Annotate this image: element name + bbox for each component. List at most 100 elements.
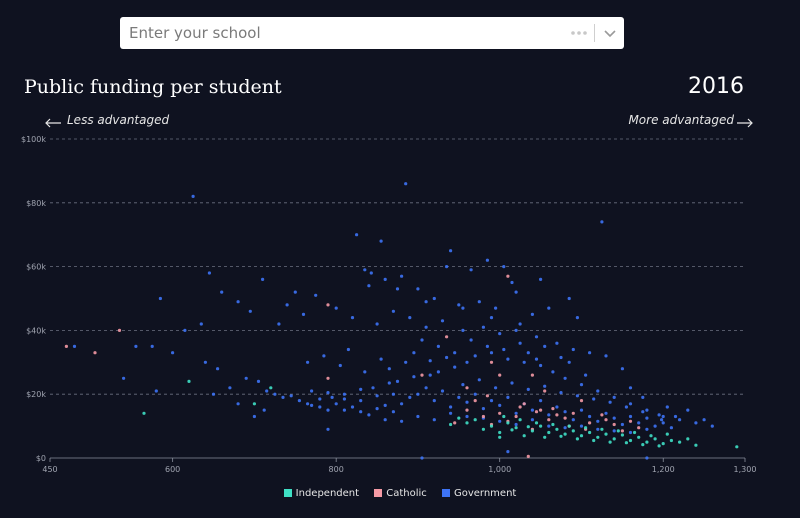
point-government[interactable] [661,414,665,419]
point-government[interactable] [612,429,616,433]
point-government[interactable] [612,416,616,420]
point-catholic[interactable] [481,414,485,419]
point-government[interactable] [400,402,404,406]
point-independent[interactable] [481,427,485,431]
point-catholic[interactable] [579,399,584,403]
point-government[interactable] [592,397,596,401]
point-government[interactable] [502,265,506,269]
school-search[interactable] [120,17,624,49]
point-government[interactable] [673,414,678,419]
search-input[interactable] [120,17,560,49]
point-catholic[interactable] [117,328,122,332]
point-catholic[interactable] [534,410,539,414]
point-government[interactable] [203,360,207,364]
point-government[interactable] [485,258,489,262]
point-government[interactable] [220,290,224,294]
point-government[interactable] [555,341,559,345]
point-independent[interactable] [539,424,543,428]
point-government[interactable] [449,411,453,415]
point-independent[interactable] [543,435,547,439]
point-government[interactable] [445,265,449,269]
point-government[interactable] [416,414,420,419]
point-independent[interactable] [526,425,530,429]
point-government[interactable] [387,381,391,385]
point-government[interactable] [575,394,580,398]
point-independent[interactable] [637,435,641,439]
point-government[interactable] [481,325,485,329]
point-government[interactable] [236,300,240,304]
point-government[interactable] [567,360,571,364]
point-government[interactable] [207,271,211,275]
point-government[interactable] [383,418,387,422]
point-government[interactable] [457,303,461,307]
point-government[interactable] [563,410,567,414]
point-government[interactable] [579,383,584,387]
point-government[interactable] [567,296,571,301]
point-independent[interactable] [579,434,584,438]
point-government[interactable] [579,424,584,428]
point-catholic[interactable] [489,360,494,364]
point-government[interactable] [518,341,522,345]
point-government[interactable] [391,392,395,396]
point-government[interactable] [256,379,261,383]
point-government[interactable] [330,395,334,399]
point-government[interactable] [301,312,306,316]
point-government[interactable] [350,316,355,320]
point-government[interactable] [424,386,428,390]
point-government[interactable] [551,370,555,374]
point-government[interactable] [522,360,526,364]
point-government[interactable] [465,400,469,404]
point-independent[interactable] [502,414,506,419]
point-independent[interactable] [616,429,620,433]
point-government[interactable] [608,400,612,404]
point-government[interactable] [400,274,404,278]
point-government[interactable] [314,293,318,297]
point-government[interactable] [547,306,551,310]
point-government[interactable] [539,363,543,368]
point-government[interactable] [375,322,379,326]
point-independent[interactable] [187,379,191,383]
point-government[interactable] [645,416,649,420]
point-catholic[interactable] [522,402,526,406]
point-government[interactable] [281,395,285,399]
point-government[interactable] [379,239,383,243]
point-government[interactable] [661,421,665,425]
point-government[interactable] [342,397,346,401]
point-government[interactable] [596,427,600,431]
point-government[interactable] [432,296,436,301]
point-government[interactable] [449,405,453,409]
point-government[interactable] [211,392,216,396]
point-government[interactable] [154,389,158,393]
point-government[interactable] [310,389,314,393]
point-government[interactable] [367,413,371,417]
point-independent[interactable] [489,424,494,428]
point-government[interactable] [285,303,289,307]
point-independent[interactable] [551,422,555,427]
point-government[interactable] [342,408,346,412]
point-government[interactable] [543,344,547,348]
point-government[interactable] [506,450,510,454]
point-government[interactable] [424,325,428,329]
point-government[interactable] [273,392,277,396]
point-government[interactable] [669,426,674,430]
point-independent[interactable] [534,421,539,425]
point-government[interactable] [367,284,371,288]
point-government[interactable] [620,367,625,371]
point-government[interactable] [369,271,373,275]
point-government[interactable] [436,344,440,348]
point-government[interactable] [498,332,502,336]
point-independent[interactable] [694,443,698,447]
point-government[interactable] [604,354,608,358]
point-independent[interactable] [645,440,649,444]
point-government[interactable] [563,376,567,380]
point-catholic[interactable] [64,344,68,348]
point-government[interactable] [134,344,138,348]
point-government[interactable] [465,414,469,419]
point-government[interactable] [575,316,580,320]
point-government[interactable] [244,376,248,380]
point-independent[interactable] [592,438,596,443]
point-catholic[interactable] [604,418,608,422]
point-government[interactable] [641,410,645,414]
point-government[interactable] [334,402,338,406]
point-government[interactable] [371,386,375,390]
